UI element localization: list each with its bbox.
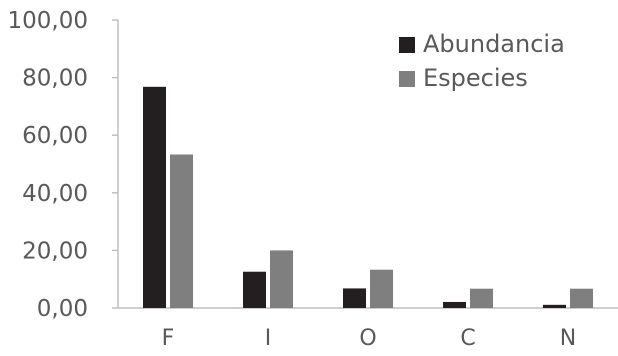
bars	[143, 86, 593, 308]
legend-label-abundancia: Abundancia	[423, 30, 565, 58]
y-tick-label: 60,00	[22, 123, 88, 149]
x-tick-label: N	[560, 326, 576, 351]
y-tick-label: 40,00	[22, 181, 88, 207]
x-tick-label: C	[460, 326, 475, 351]
y-tick-label: 100,00	[8, 8, 88, 34]
bar-abundancia-o	[343, 288, 366, 308]
legend-label-especies: Especies	[423, 64, 528, 92]
bar-especies-o	[370, 269, 393, 308]
y-axis-ticks: 0,00 20,00 40,00 60,00 80,00 100,00	[8, 8, 118, 322]
y-tick-label: 0,00	[37, 296, 88, 322]
y-tick-label: 80,00	[22, 66, 88, 92]
legend-swatch-especies	[399, 71, 415, 87]
x-tick-label: F	[162, 326, 175, 351]
bar-abundancia-c	[443, 301, 466, 308]
bar-especies-f	[170, 154, 193, 308]
y-tick-label: 20,00	[22, 238, 88, 264]
bar-especies-n	[570, 288, 593, 308]
bar-especies-c	[470, 288, 493, 308]
legend-swatch-abundancia	[399, 37, 415, 53]
bar-abundancia-f	[143, 86, 166, 308]
x-tick-label: O	[359, 326, 376, 351]
bar-especies-i	[270, 250, 293, 308]
bar-abundancia-i	[243, 271, 266, 308]
x-tick-label: I	[265, 326, 272, 351]
bar-abundancia-n	[543, 304, 566, 308]
legend: Abundancia Especies	[399, 30, 565, 92]
